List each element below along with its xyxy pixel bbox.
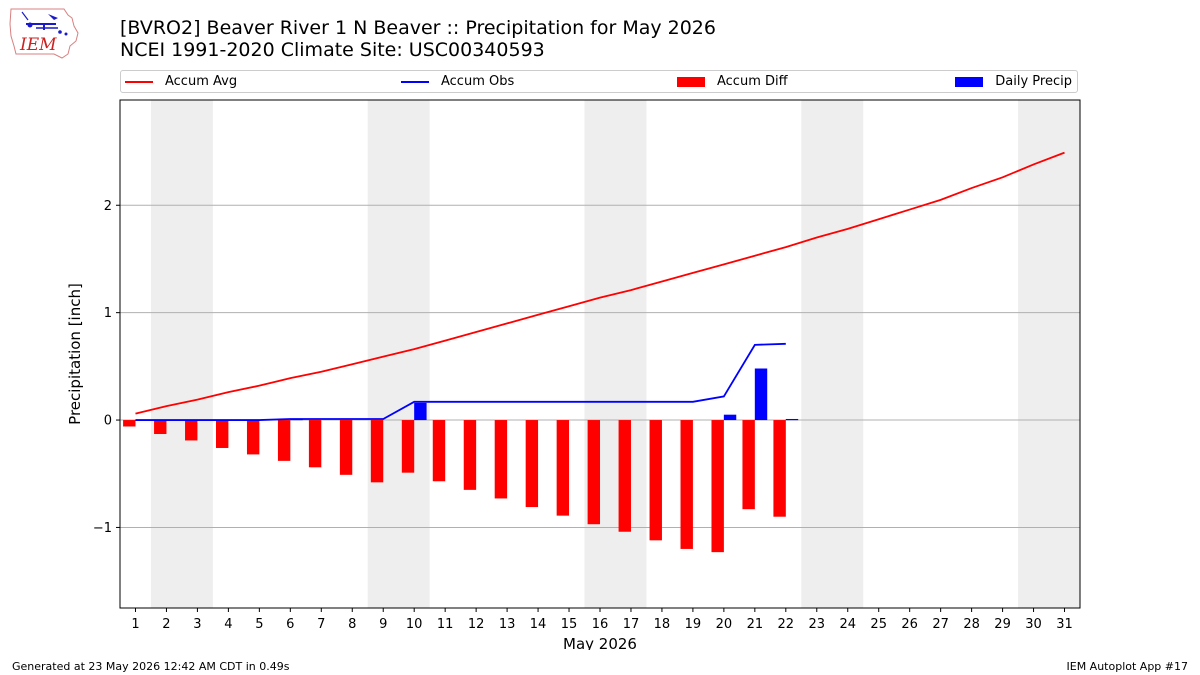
x-tick-label: 25	[870, 617, 887, 632]
accum-diff-bar	[680, 420, 693, 549]
x-tick-label: 27	[932, 617, 949, 632]
y-tick-label: 1	[104, 306, 112, 321]
line-accum-obs	[135, 342, 786, 421]
legend-label: Daily Precip	[995, 74, 1072, 89]
x-tick-label: 20	[716, 617, 733, 632]
accum-diff-bar	[154, 420, 167, 435]
x-tick-label: 3	[193, 617, 201, 632]
daily-precip-bar	[723, 414, 737, 421]
x-tick-label: 16	[592, 617, 609, 632]
daily-precip-bar	[785, 418, 799, 421]
x-tick-label: 4	[224, 617, 232, 632]
weekend-shade	[1018, 100, 1080, 608]
legend-item-daily-precip: Daily Precip	[955, 74, 1072, 89]
x-tick-label: 9	[379, 617, 387, 632]
footer-app: IEM Autoplot App #17	[1066, 660, 1189, 673]
x-tick-label: 19	[685, 617, 702, 632]
x-tick-label: 30	[1025, 617, 1042, 632]
x-tick-label: 26	[901, 617, 918, 632]
accum-diff-bar	[556, 420, 570, 516]
x-tick-label: 5	[255, 617, 263, 632]
accum-diff-bar	[711, 420, 724, 553]
chart-title: [BVRO2] Beaver River 1 N Beaver :: Preci…	[120, 17, 716, 39]
x-tick-label: 6	[286, 617, 294, 632]
legend-swatch	[125, 80, 153, 83]
x-tick-label: 13	[499, 617, 516, 632]
accum-diff-bar	[246, 420, 260, 455]
x-tick-label: 18	[654, 617, 671, 632]
weekend-shade	[584, 100, 647, 608]
legend-label: Accum Obs	[441, 74, 515, 89]
x-tick-label: 28	[963, 617, 980, 632]
accum-diff-bar	[277, 420, 291, 461]
x-tick-label: 24	[839, 617, 856, 632]
daily-precip-bar	[754, 368, 768, 421]
legend-item-accum-obs: Accum Obs	[401, 74, 514, 89]
legend-swatch	[955, 76, 984, 87]
accum-diff-bar	[401, 420, 415, 473]
accum-diff-bar	[525, 420, 539, 508]
footer-generated: Generated at 23 May 2026 12:42 AM CDT in…	[12, 660, 290, 673]
accum-diff-bar	[185, 420, 198, 441]
x-tick-label: 10	[406, 617, 423, 632]
legend-label: Accum Avg	[165, 74, 238, 89]
x-tick-label: 8	[348, 617, 356, 632]
x-tick-label: 14	[530, 617, 547, 632]
accum-diff-bar	[618, 420, 631, 532]
weekend-shade	[801, 100, 864, 608]
x-tick-label: 12	[468, 617, 485, 632]
y-tick-label: 0	[104, 414, 112, 429]
accum-diff-bar	[432, 420, 446, 482]
y-tick-label: 2	[104, 199, 112, 214]
accum-diff-bar	[742, 420, 755, 510]
accum-diff-bar	[494, 420, 508, 499]
x-tick-label: 22	[778, 617, 795, 632]
iem-logo: IEM	[9, 8, 79, 59]
accum-diff-bar	[216, 420, 229, 448]
accum-diff-bar	[370, 420, 384, 483]
accum-diff-bar	[587, 420, 601, 525]
accum-diff-bar	[123, 420, 136, 427]
weekend-shade	[150, 100, 213, 608]
x-tick-label: 29	[994, 617, 1011, 632]
chart-subtitle: NCEI 1991-2020 Climate Site: USC00340593	[120, 39, 545, 61]
y-tick-label: −1	[93, 521, 112, 536]
x-tick-label: 2	[162, 617, 170, 632]
legend-swatch	[677, 76, 705, 87]
x-tick-label: 1	[131, 617, 139, 632]
logo-text: IEM	[19, 35, 57, 55]
x-tick-label: 21	[747, 617, 764, 632]
x-tick-label: 17	[623, 617, 640, 632]
accum-diff-bar	[308, 420, 322, 468]
x-tick-label: 15	[561, 617, 578, 632]
accum-diff-bar	[463, 420, 477, 490]
accum-diff-bar	[339, 420, 353, 475]
legend-item-accum-diff: Accum Diff	[677, 74, 788, 89]
x-tick-label: 23	[809, 617, 826, 632]
legend: Accum Avg Accum Obs Accum Diff Daily Precip	[120, 70, 1078, 93]
x-tick-label: 31	[1056, 617, 1073, 632]
line-accum-avg	[135, 151, 1065, 415]
accum-diff-bar	[773, 420, 786, 517]
x-axis-label: May 2026	[563, 635, 637, 650]
x-tick-label: 7	[317, 617, 325, 632]
weekend-shade	[367, 100, 430, 608]
y-axis-label: Precipitation [inch]	[66, 283, 84, 425]
legend-swatch	[401, 80, 429, 83]
daily-precip-bar	[414, 402, 427, 421]
legend-item-accum-avg: Accum Avg	[125, 74, 237, 89]
legend-label: Accum Diff	[717, 74, 788, 89]
accum-diff-bar	[649, 420, 662, 541]
x-tick-label: 11	[437, 617, 454, 632]
